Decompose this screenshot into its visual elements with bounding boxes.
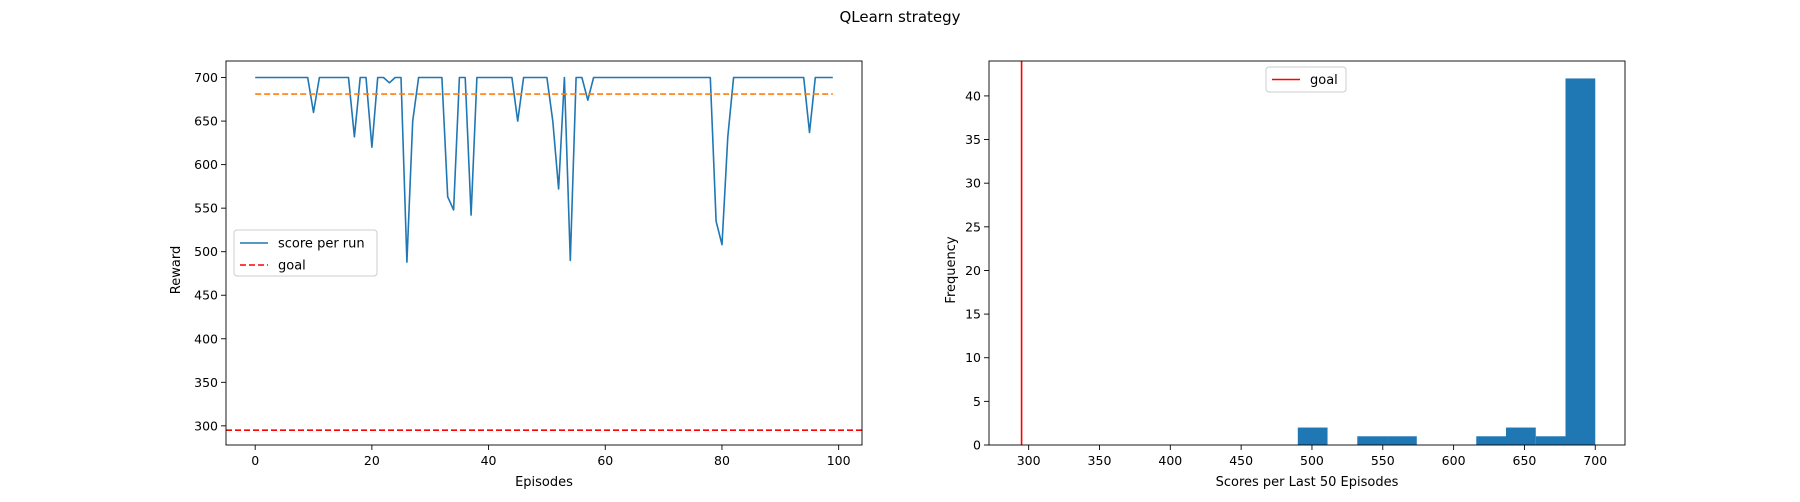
histogram-bar [1506, 427, 1536, 445]
y-tick-label: 650 [194, 114, 218, 129]
histogram-bar [1297, 427, 1328, 445]
legend: score per run goal [233, 229, 378, 277]
x-axis-label: Scores per Last 50 Episodes [1216, 475, 1399, 490]
x-tick-label: 550 [1371, 453, 1395, 468]
axes-frame [225, 60, 863, 446]
series-line-score [255, 76, 833, 263]
y-tick-label: 20 [965, 263, 981, 278]
x-tick-label: 0 [251, 453, 259, 468]
plot-area [226, 76, 862, 431]
x-tick-label: 80 [714, 453, 730, 468]
y-tick-label: 350 [194, 375, 218, 390]
legend: goal [1265, 66, 1347, 93]
x-tick-label: 450 [1229, 453, 1253, 468]
x-axis-label: Episodes [515, 475, 573, 490]
reward-line-chart: Reward Episodes 300350400450500550600650… [169, 60, 863, 490]
score-histogram-chart: Frequency Scores per Last 50 Episodes 0 5… [944, 60, 1626, 490]
y-tick-label: 500 [194, 244, 218, 259]
histogram-bar [1535, 436, 1566, 445]
y-tick-label: 30 [965, 176, 981, 191]
x-tick-label: 700 [1583, 453, 1607, 468]
legend-label: score per run [278, 237, 365, 252]
x-tick-label: 100 [827, 453, 851, 468]
y-tick-label: 550 [194, 201, 218, 216]
x-tick-label: 60 [597, 453, 613, 468]
axes-frame [988, 60, 1626, 446]
legend-label: goal [1310, 73, 1338, 88]
y-tick-label: 700 [194, 70, 218, 85]
y-tick-label: 5 [973, 394, 981, 409]
y-tick-label: 15 [965, 307, 981, 322]
y-tick-label: 0 [973, 438, 981, 453]
x-tick-label: 400 [1158, 453, 1182, 468]
x-tick-label: 20 [364, 453, 380, 468]
x-tick-label: 600 [1442, 453, 1466, 468]
y-tick-label: 600 [194, 157, 218, 172]
y-tick-label: 450 [194, 288, 218, 303]
y-tick-label: 35 [965, 132, 981, 147]
legend-box [233, 229, 378, 277]
x-tick-label: 500 [1300, 453, 1324, 468]
histogram-bar [1565, 78, 1596, 446]
histogram-bar [1476, 436, 1507, 445]
legend-label: goal [278, 259, 306, 274]
x-tick-label: 650 [1513, 453, 1537, 468]
y-tick-label: 40 [965, 88, 981, 103]
y-tick-label: 25 [965, 219, 981, 234]
y-tick-label: 400 [194, 331, 218, 346]
figure-title: QLearn strategy [839, 8, 960, 26]
histogram-bar [1357, 436, 1388, 445]
y-tick-label: 300 [194, 418, 218, 433]
x-tick-label: 350 [1088, 453, 1112, 468]
y-tick-label: 10 [965, 350, 981, 365]
y-axis-label: Frequency [944, 236, 959, 303]
x-tick-label: 300 [1017, 453, 1041, 468]
x-tick-label: 40 [481, 453, 497, 468]
legend-box [1265, 66, 1347, 93]
y-axis-label: Reward [169, 246, 184, 294]
histogram-bar [1387, 436, 1417, 445]
